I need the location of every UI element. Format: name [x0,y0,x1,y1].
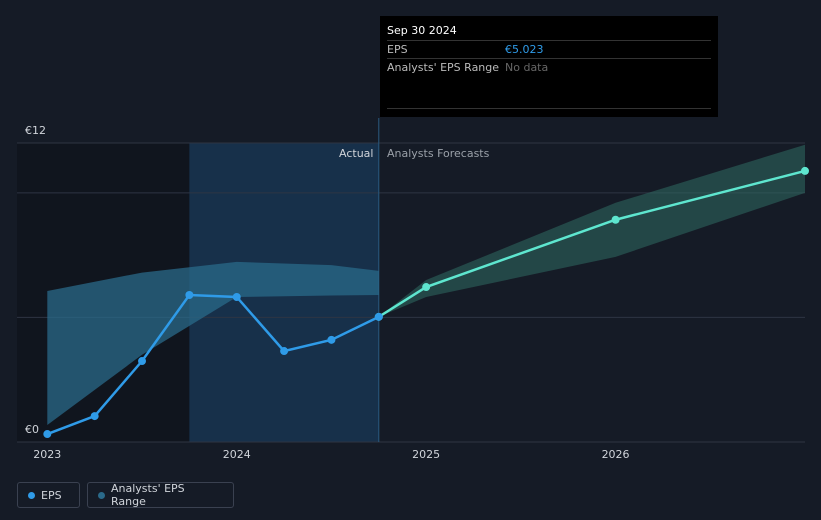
legend-eps[interactable]: EPS [17,482,80,508]
y-tick-label: €0 [25,423,39,436]
range-area [47,261,379,426]
tooltip-key: Analysts' EPS Range [387,61,500,74]
eps-point [327,335,336,344]
eps-point [374,312,383,321]
tooltip-value: €5.023 [505,43,544,56]
legend-range[interactable]: Analysts' EPS Range [87,482,234,508]
tooltip-value: No data [505,61,549,74]
x-tick-label: 2023 [33,448,61,461]
tooltip-title: Sep 30 2024 [387,24,457,37]
x-tick-label: 2026 [602,448,630,461]
x-tick-label: 2025 [412,448,440,461]
eps-line [378,169,806,318]
chart: €0 €12 2023 2024 2025 2026 Actual Analysts Fore… [17,118,809,461]
eps-point [138,357,147,366]
eps-point [43,430,52,439]
tooltip: Sep 30 2024 EPS €5.023 Analysts' EPS Ran… [380,16,718,117]
eps-point [280,347,289,356]
legend-text: Analysts' EPS Range [111,482,185,508]
legend-text: EPS [41,488,62,502]
tooltip-rule [387,108,711,109]
tooltip-rule [387,58,711,59]
forecast-label: Analysts Forecasts [387,147,490,160]
x-tick-label: 2024 [223,448,251,461]
tooltip-rule [387,40,711,41]
range-area [378,144,805,317]
eps-point [185,290,194,299]
eps-point [611,215,620,224]
actual-label: Actual [339,147,373,160]
eps-point [801,166,809,175]
legend-swatch [98,491,105,499]
y-tick-label: €12 [25,124,46,137]
tooltip-key: EPS [387,43,408,56]
eps-line [46,293,380,436]
eps-point [90,412,99,421]
eps-point [422,283,431,292]
legend-swatch [28,491,35,499]
eps-point [232,292,241,301]
